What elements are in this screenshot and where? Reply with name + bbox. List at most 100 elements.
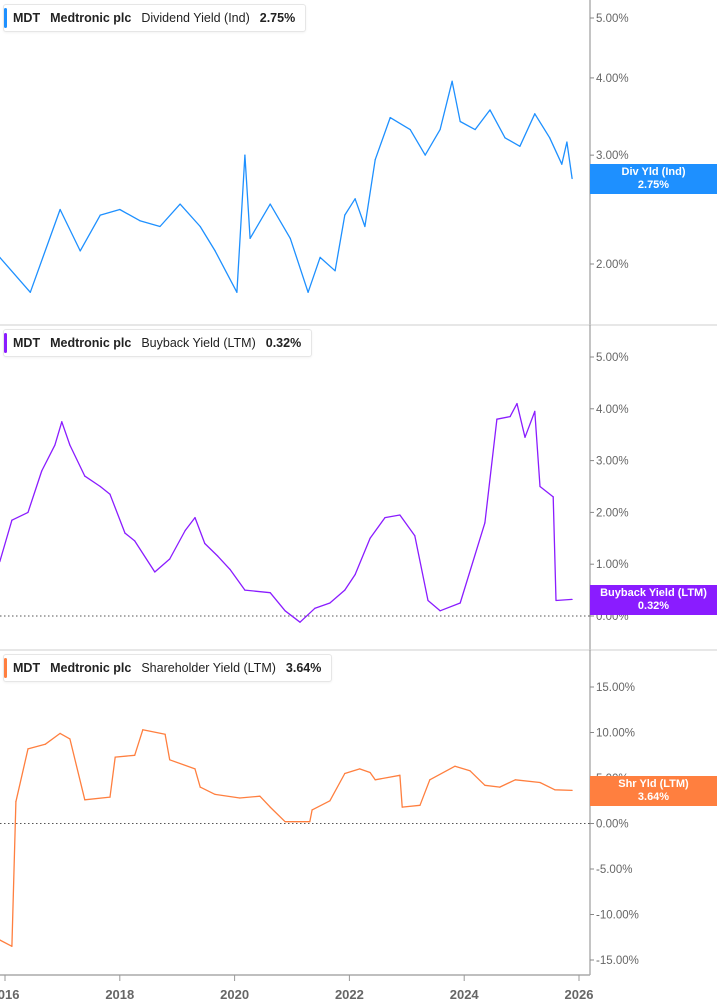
tag-value: 0.32% <box>637 600 670 612</box>
data-point <box>124 532 126 534</box>
data-point <box>469 770 471 772</box>
data-point <box>534 410 536 412</box>
data-point <box>344 214 346 216</box>
data-point <box>134 540 136 542</box>
data-point <box>214 793 216 795</box>
data-point <box>439 610 441 612</box>
data-point <box>514 779 516 781</box>
data-point <box>44 743 46 745</box>
data-point <box>329 602 331 604</box>
data-point <box>284 610 286 612</box>
data-point <box>217 555 219 558</box>
data-point <box>369 537 371 539</box>
data-point <box>244 154 246 156</box>
data-point <box>561 163 563 165</box>
data-point <box>344 772 346 775</box>
data-point <box>119 208 121 211</box>
legend-color-bar <box>4 333 7 353</box>
y-tick-label: 5.00% <box>596 352 629 364</box>
y-tick-label: 4.00% <box>596 73 629 85</box>
data-point <box>199 225 201 228</box>
data-point <box>269 806 271 808</box>
data-point <box>54 444 56 446</box>
data-point <box>489 109 491 111</box>
data-point <box>244 589 246 591</box>
tag-value: 3.64% <box>637 791 670 803</box>
data-point <box>69 444 71 446</box>
data-point <box>524 436 526 438</box>
x-tick-label: 2016 <box>0 987 19 1002</box>
data-point <box>354 198 356 200</box>
y-tick-label: 0.00% <box>596 819 629 831</box>
legend-value: 2.75% <box>259 11 296 25</box>
data-point <box>389 117 391 119</box>
data-point <box>484 784 486 786</box>
data-point <box>571 789 573 791</box>
x-tick-label: 2024 <box>450 987 480 1002</box>
data-point <box>419 804 421 806</box>
data-point <box>474 128 476 131</box>
data-point <box>516 403 518 405</box>
x-tick-label: 2022 <box>335 987 364 1002</box>
data-point <box>69 738 71 740</box>
data-point <box>299 621 301 623</box>
last-value-tag-shareholder: Shr Yld (LTM) 3.64% <box>590 776 717 806</box>
legend-buyback-yield: MDT Medtronic plc Buyback Yield (LTM) 0.… <box>3 329 313 357</box>
data-point <box>61 421 63 423</box>
legend-value: 3.64% <box>285 661 322 675</box>
legend-ticker: MDT <box>13 661 41 675</box>
legend-color-bar <box>4 658 7 678</box>
data-point <box>539 781 541 784</box>
series-line <box>0 729 573 947</box>
legend-ticker: MDT <box>13 336 41 350</box>
data-point <box>169 558 171 560</box>
x-tick-label: 2020 <box>220 987 249 1002</box>
legend-company: Medtronic plc <box>50 661 132 675</box>
y-tick-label: 3.00% <box>596 150 629 162</box>
series-line <box>0 402 573 623</box>
legend-metric: Buyback Yield (LTM) <box>141 336 256 350</box>
data-point <box>484 522 486 524</box>
data-point <box>79 250 81 252</box>
y-tick-label: 5.00% <box>596 13 629 25</box>
data-point <box>571 598 573 601</box>
data-point <box>59 208 61 211</box>
data-point <box>284 821 286 823</box>
data-point <box>169 759 171 761</box>
data-point <box>114 756 116 758</box>
data-point <box>11 519 13 521</box>
data-point <box>41 470 43 472</box>
tag-label: Div Yld (Ind) <box>621 166 686 178</box>
data-point <box>307 291 309 293</box>
data-point <box>329 800 331 802</box>
legend-company: Medtronic plc <box>50 336 132 350</box>
data-point <box>239 797 241 799</box>
legend-metric: Dividend Yield (Ind) <box>141 11 250 25</box>
data-point <box>429 779 431 781</box>
data-point <box>139 220 141 222</box>
data-point <box>109 493 111 495</box>
data-point <box>499 786 501 788</box>
data-point <box>259 795 261 797</box>
data-point <box>399 514 401 516</box>
data-point <box>249 237 251 240</box>
data-point <box>566 141 568 143</box>
data-point <box>214 250 216 252</box>
data-point <box>509 415 511 418</box>
legend-metric: Shareholder Yield (LTM) <box>141 661 276 675</box>
data-point <box>269 203 271 205</box>
legend-value: 0.32% <box>265 336 302 350</box>
y-tick-label: -5.00% <box>596 864 632 876</box>
x-tick-label: 2026 <box>565 987 594 1002</box>
data-point <box>384 516 386 519</box>
data-point <box>554 789 556 791</box>
data-point <box>454 765 456 767</box>
data-point <box>194 516 196 519</box>
y-tick-label: -10.00% <box>596 910 639 922</box>
data-point <box>364 225 366 228</box>
data-point <box>109 796 111 798</box>
data-point <box>374 159 376 161</box>
data-point <box>459 120 461 123</box>
data-point <box>29 291 31 293</box>
last-value-tag-dividend: Div Yld (Ind) 2.75% <box>590 164 717 194</box>
